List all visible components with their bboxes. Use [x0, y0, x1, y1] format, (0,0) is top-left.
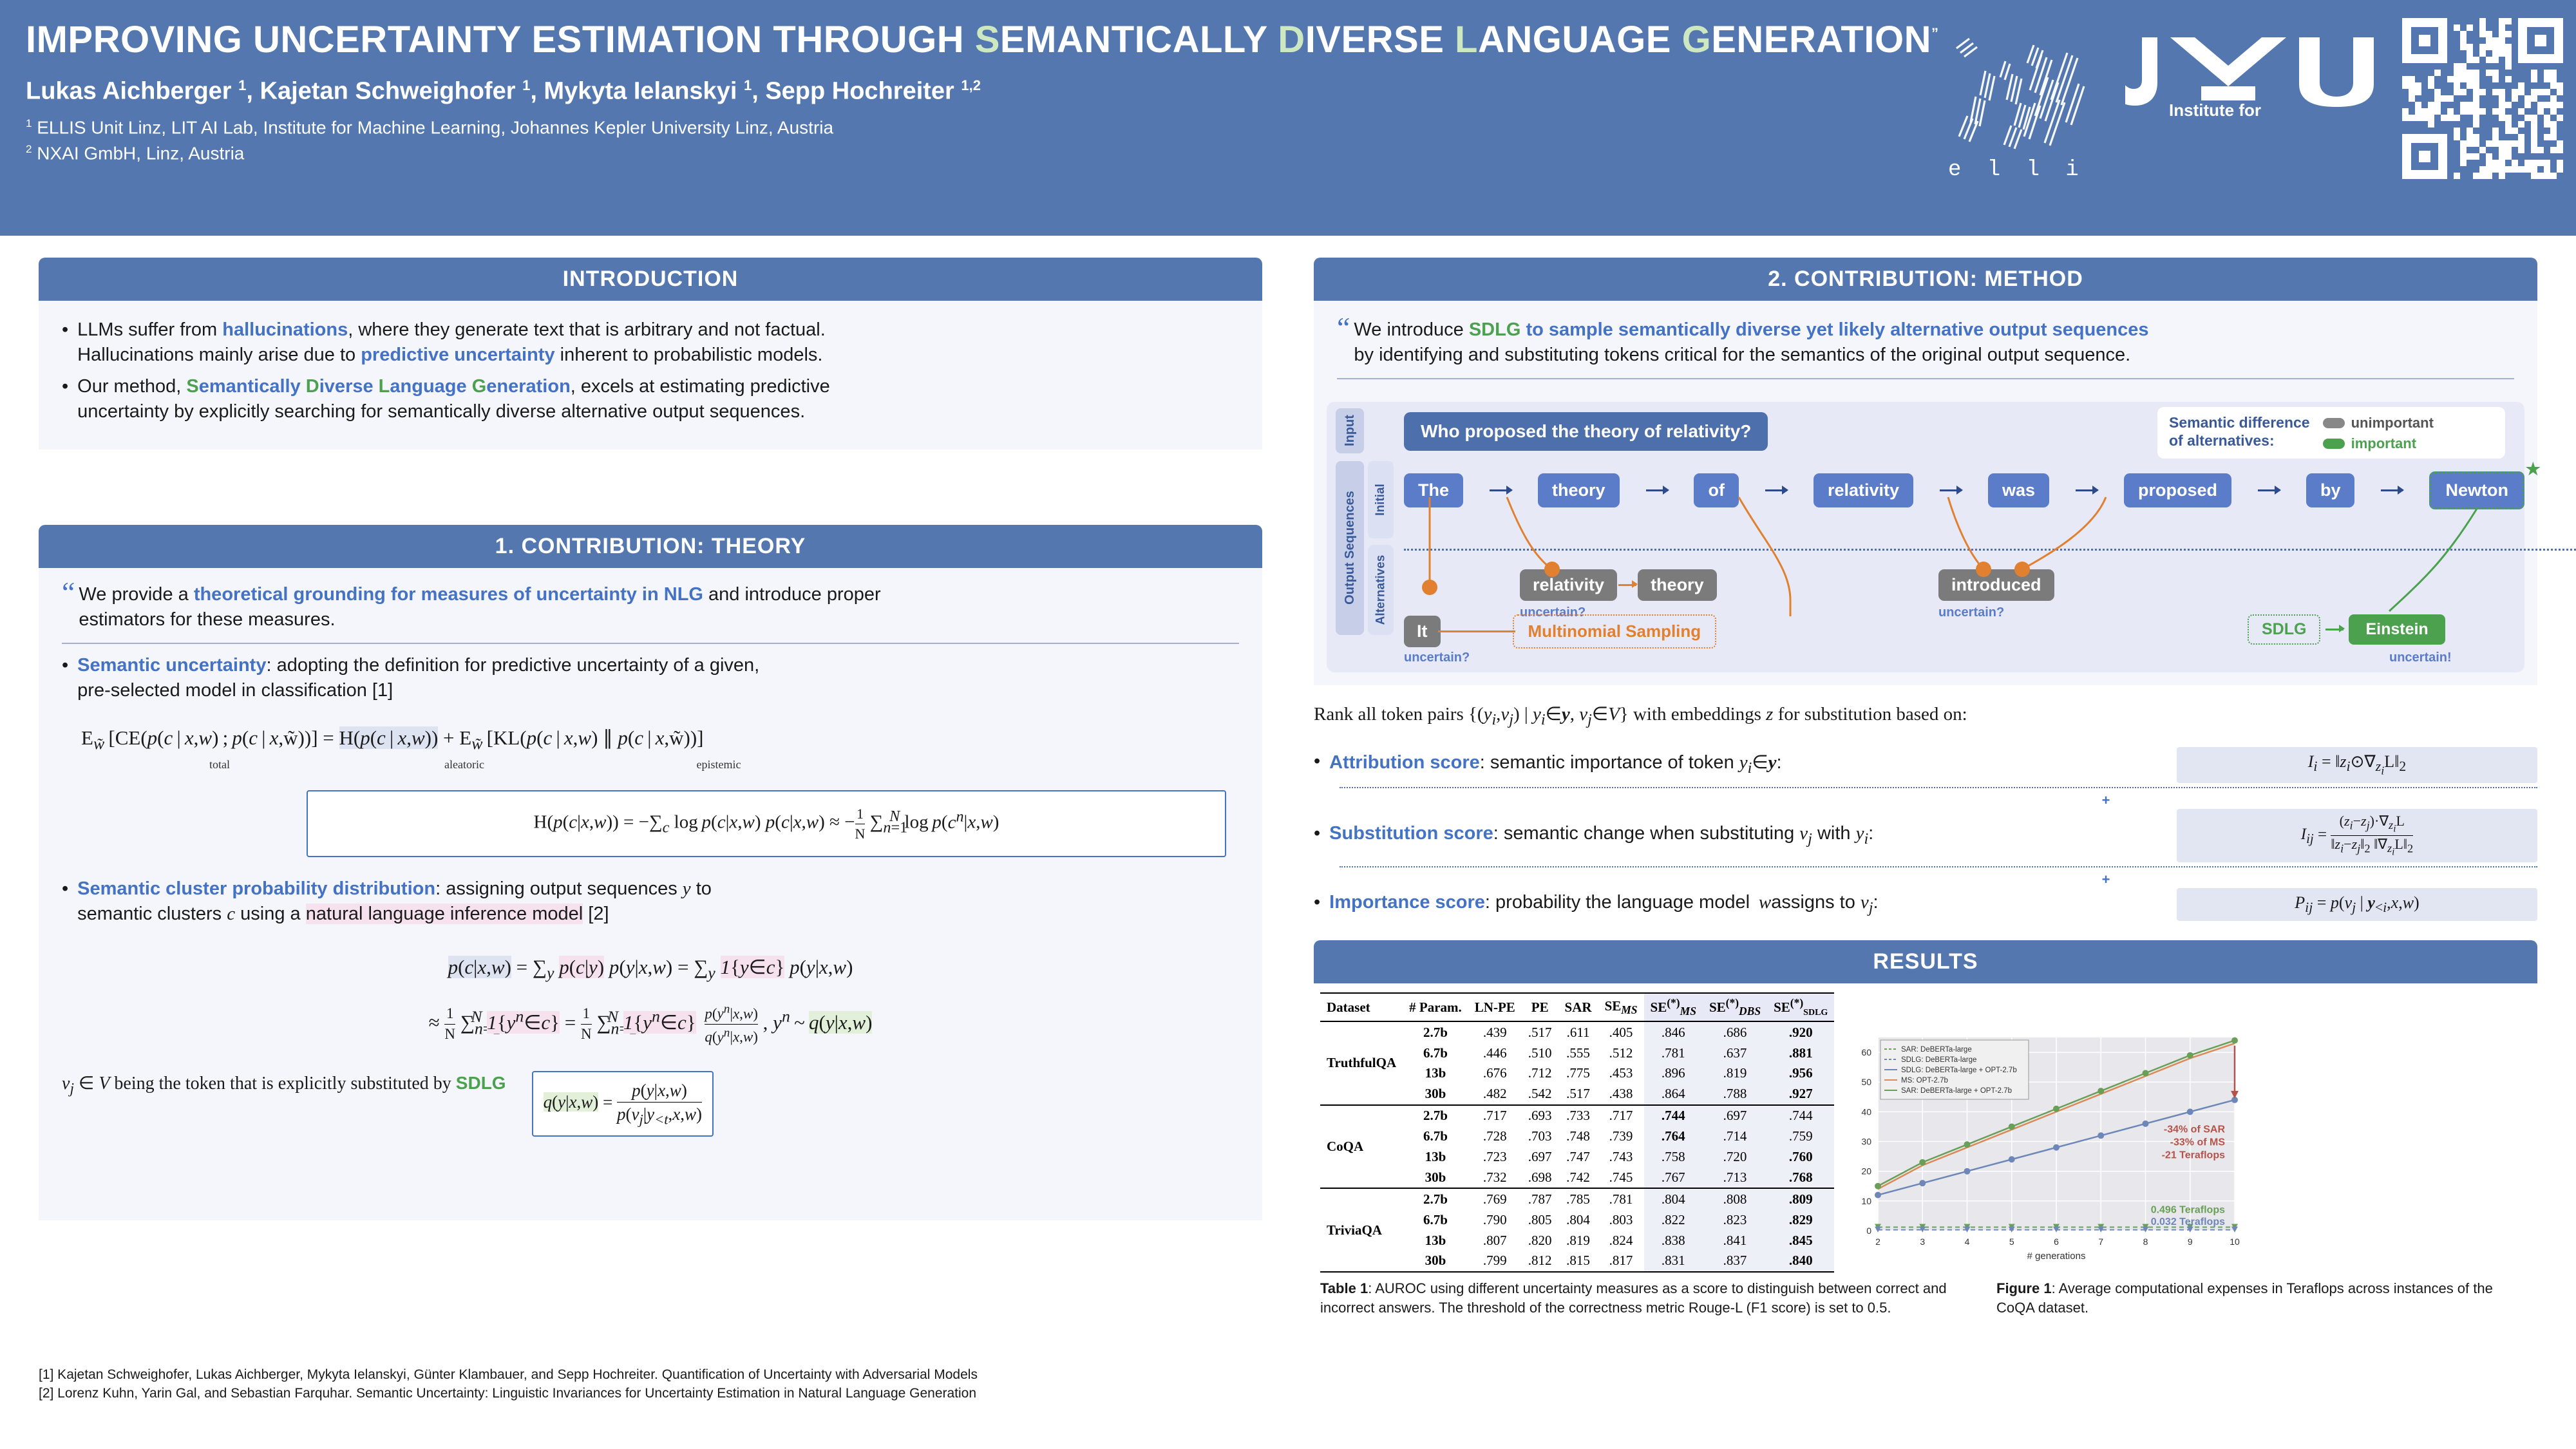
svg-text:0.496 Teraflops: 0.496 Teraflops	[2151, 1204, 2225, 1215]
svg-text:Machine Learning: Machine Learning	[2169, 118, 2311, 121]
svg-text:SAR: DeBERTa-large + OPT-2.7b: SAR: DeBERTa-large + OPT-2.7b	[1901, 1087, 2012, 1095]
svg-text:SAR: DeBERTa-large: SAR: DeBERTa-large	[1901, 1046, 1972, 1054]
svg-text:3: 3	[1920, 1236, 1926, 1247]
svg-text:-33% of MS: -33% of MS	[2170, 1137, 2226, 1148]
svg-text:20: 20	[1862, 1166, 1872, 1177]
svg-text:6: 6	[2054, 1236, 2059, 1247]
svg-text:2: 2	[1875, 1236, 1880, 1247]
svg-text:9: 9	[2188, 1236, 2193, 1247]
svg-text:e l l i s: e l l i s	[1948, 158, 2099, 182]
svg-text:10: 10	[1862, 1196, 1872, 1206]
svg-text:7: 7	[2099, 1236, 2104, 1247]
svg-text:-21 Teraflops: -21 Teraflops	[2162, 1150, 2226, 1161]
svg-text:50: 50	[1862, 1077, 1872, 1087]
svg-text:4: 4	[1965, 1236, 1970, 1247]
svg-text:MS: OPT-2.7b: MS: OPT-2.7b	[1901, 1077, 1948, 1084]
svg-text:40: 40	[1862, 1106, 1872, 1117]
svg-text:60: 60	[1862, 1047, 1872, 1057]
svg-text:0: 0	[1867, 1226, 1872, 1236]
svg-text:-34% of SAR: -34% of SAR	[2164, 1124, 2226, 1135]
svg-text:SDLG: DeBERTa-large: SDLG: DeBERTa-large	[1901, 1056, 1976, 1064]
svg-text:10: 10	[2230, 1236, 2240, 1247]
svg-text:SDLG: DeBERTa-large + OPT-2.7b: SDLG: DeBERTa-large + OPT-2.7b	[1901, 1066, 2017, 1074]
svg-text:8: 8	[2143, 1236, 2148, 1247]
svg-text:0.032 Teraflops: 0.032 Teraflops	[2151, 1217, 2225, 1227]
svg-text:5: 5	[2009, 1236, 2014, 1247]
svg-text:Institute for: Institute for	[2169, 100, 2261, 120]
svg-text:30: 30	[1862, 1137, 1872, 1147]
svg-text:# generations: # generations	[2027, 1251, 2086, 1262]
